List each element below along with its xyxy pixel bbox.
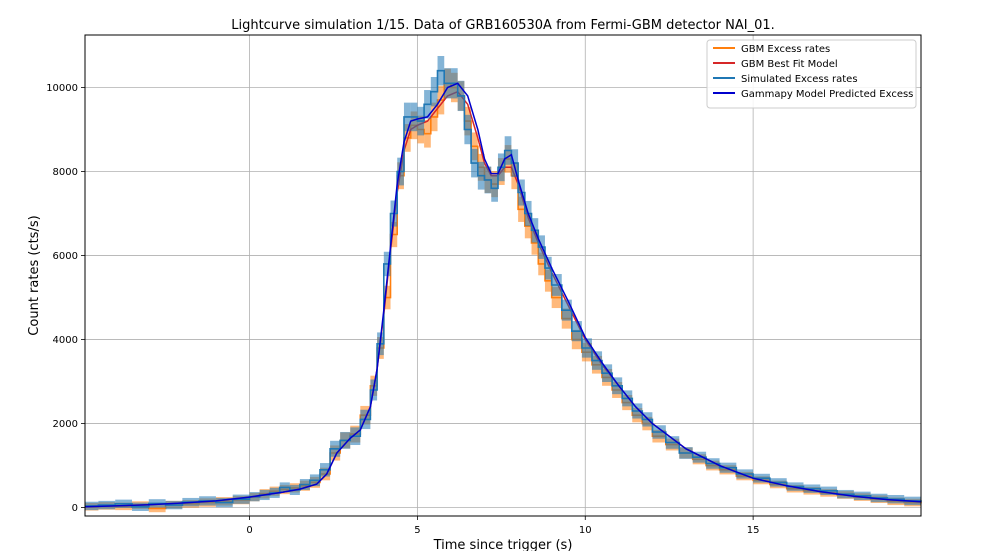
axis-ticks: 0 5 10 15 0 2000 4000 6000 8000 10000	[46, 83, 759, 536]
x-axis-label: Time since trigger (s)	[433, 538, 573, 551]
legend-entry: GBM Best Fit Model	[741, 59, 838, 70]
y-tick-label: 10000	[46, 83, 78, 94]
plot-frame	[84, 34, 922, 517]
legend: GBM Excess rates GBM Best Fit Model Simula…	[706, 39, 917, 109]
y-tick-label: 6000	[53, 251, 78, 262]
series-layer	[84, 56, 922, 513]
legend-entry: Gammapy Model Predicted Excess	[741, 89, 913, 100]
chart-title: Lightcurve simulation 1/15. Data of GRB1…	[231, 18, 775, 33]
x-tick-label: 10	[579, 525, 592, 536]
gammapy-model-predicted-excess-series	[84, 82, 922, 508]
x-tick-label: 5	[414, 525, 420, 536]
legend-entry: GBM Excess rates	[741, 44, 830, 55]
y-tick-label: 0	[72, 503, 78, 514]
x-tick-label: 15	[747, 525, 760, 536]
y-tick-label: 4000	[53, 335, 78, 346]
legend-entry: Simulated Excess rates	[741, 74, 858, 85]
model-line	[84, 82, 922, 508]
y-axis-label: Count rates (cts/s)	[27, 215, 42, 335]
y-tick-label: 2000	[53, 419, 78, 430]
legend-box	[706, 39, 917, 109]
x-tick-label: 0	[246, 525, 252, 536]
y-tick-label: 8000	[53, 167, 78, 178]
